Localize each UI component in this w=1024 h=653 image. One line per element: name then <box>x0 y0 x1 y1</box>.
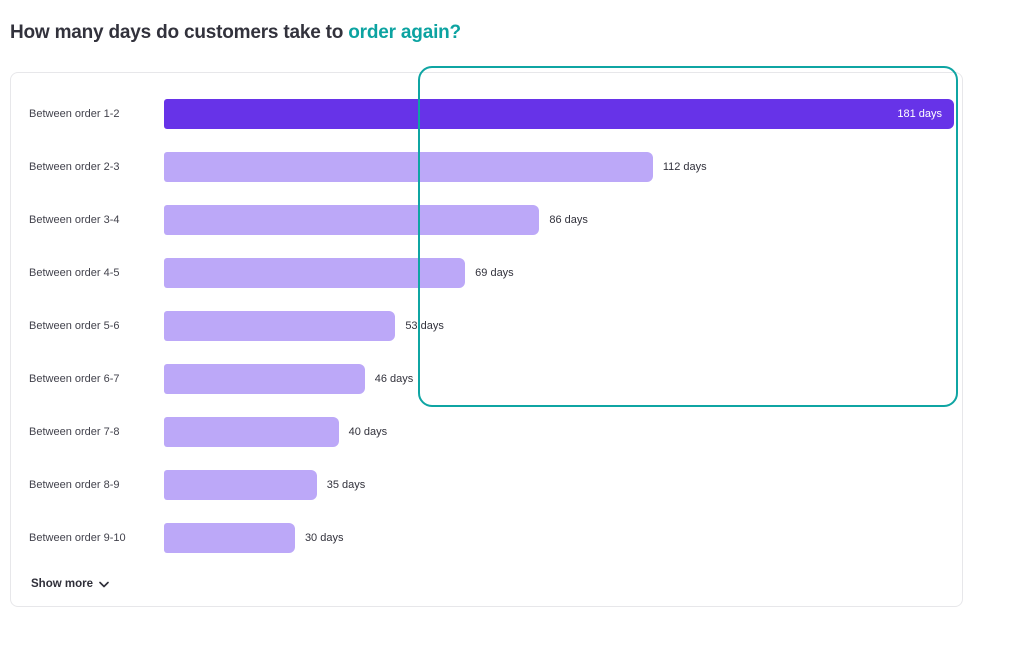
category-label: Between order 2-3 <box>29 161 120 173</box>
bar-track: 112 days <box>164 152 954 182</box>
bar-track: 35 days <box>164 470 954 500</box>
bar <box>164 152 653 182</box>
chart-row: Between order 9-10 30 days <box>29 523 954 553</box>
chevron-down-icon <box>99 581 109 587</box>
bar <box>164 364 365 394</box>
category-label: Between order 8-9 <box>29 479 120 491</box>
bar <box>164 258 466 288</box>
chart-row: Between order 4-5 69 days <box>29 258 954 288</box>
value-label: 112 days <box>662 161 707 173</box>
bar-track: 46 days <box>164 364 954 394</box>
bar <box>164 205 540 235</box>
category-label: Between order 5-6 <box>29 320 120 332</box>
bar <box>164 470 317 500</box>
page-title-text: How many days do customers take to <box>10 22 349 43</box>
value-label: 40 days <box>348 426 388 438</box>
chart-row: Between order 7-8 40 days <box>29 417 954 447</box>
value-label: 30 days <box>304 532 344 544</box>
bar <box>164 311 396 341</box>
bar-track: 69 days <box>164 258 954 288</box>
chart-row: Between order 6-7 46 days <box>29 364 954 394</box>
bar: 181 days <box>164 99 954 129</box>
value-label: 46 days <box>374 373 414 385</box>
bar-track: 40 days <box>164 417 954 447</box>
category-label: Between order 4-5 <box>29 267 120 279</box>
chart-row: Between order 5-6 53 days <box>29 311 954 341</box>
value-label: 35 days <box>326 479 366 491</box>
bar <box>164 417 339 447</box>
category-label: Between order 3-4 <box>29 214 120 226</box>
bar-track: 86 days <box>164 205 954 235</box>
bar-track: 181 days <box>164 99 954 129</box>
value-label: 53 days <box>405 320 444 332</box>
value-label: 69 days <box>475 267 514 279</box>
category-label: Between order 1-2 <box>29 108 120 120</box>
chart-row: Between order 3-4 86 days <box>29 205 954 235</box>
value-label: 86 days <box>549 214 588 226</box>
chart-rows: Between order 1-2 181 days Between order 2… <box>29 99 954 553</box>
category-label: Between order 6-7 <box>29 373 120 385</box>
chart-row: Between order 8-9 35 days <box>29 470 954 500</box>
category-label: Between order 9-10 <box>29 532 126 544</box>
category-label: Between order 7-8 <box>29 426 120 438</box>
chart-card: Between order 1-2 181 days Between order 2… <box>10 72 963 607</box>
bar-track: 53 days <box>164 311 954 341</box>
chart-row: Between order 1-2 181 days <box>29 99 954 129</box>
page-title-accent: order again? <box>348 22 461 43</box>
show-more-button[interactable]: Show more <box>31 578 109 590</box>
chart-row: Between order 2-3 112 days <box>29 152 954 182</box>
bar-track: 30 days <box>164 523 954 553</box>
bar <box>164 523 295 553</box>
value-label: 181 days <box>897 108 942 120</box>
show-more-label: Show more <box>31 578 93 590</box>
page-title: How many days do customers take to order… <box>10 22 461 44</box>
